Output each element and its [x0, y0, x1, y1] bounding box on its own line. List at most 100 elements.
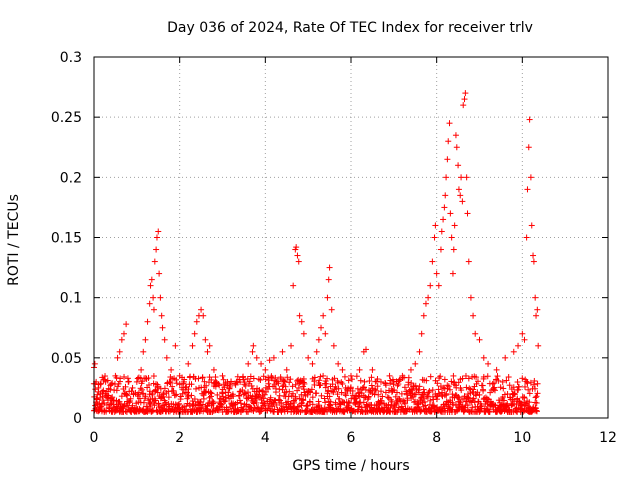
baseline-point	[200, 395, 207, 402]
data-point	[140, 348, 147, 355]
baseline-point	[241, 379, 248, 386]
baseline-point	[323, 380, 330, 387]
baseline-point	[463, 384, 470, 391]
baseline-point	[332, 399, 339, 406]
baseline-point	[236, 393, 243, 400]
grid-layer	[94, 57, 608, 418]
y-tick-label: 0.3	[60, 50, 82, 66]
data-point	[493, 366, 500, 373]
baseline-point	[516, 383, 523, 390]
baseline-point	[356, 400, 363, 407]
data-point	[99, 393, 106, 400]
baseline-point	[285, 393, 292, 400]
axis-ticks: 0 2 4 6 8 10 12 0 0.05 0.1 0.15 0.2 0.25 0.3	[51, 50, 617, 446]
baseline-point	[247, 373, 254, 380]
data-point	[157, 294, 164, 301]
baseline-point	[209, 408, 216, 415]
baseline-point	[324, 408, 331, 415]
baseline-point	[465, 395, 472, 402]
baseline-point	[331, 375, 338, 382]
data-point	[464, 210, 471, 217]
baseline-point	[227, 383, 234, 390]
baseline-point	[479, 382, 486, 389]
data-point	[515, 342, 522, 349]
baseline-point	[379, 393, 386, 400]
baseline-point	[326, 393, 333, 400]
data-point	[290, 282, 297, 289]
baseline-point	[393, 399, 400, 406]
baseline-point	[532, 385, 539, 392]
baseline-point	[147, 400, 154, 407]
baseline-point	[495, 377, 502, 384]
baseline-point	[356, 393, 363, 400]
baseline-point	[464, 402, 471, 409]
x-tick-label: 6	[347, 430, 356, 446]
baseline-point	[334, 391, 341, 398]
baseline-point	[434, 380, 441, 387]
baseline-point	[240, 406, 247, 413]
baseline-point	[248, 382, 255, 389]
baseline-point	[212, 374, 219, 381]
data-point	[535, 342, 542, 349]
data-point	[153, 246, 160, 253]
baseline-point	[140, 399, 147, 406]
baseline-point	[122, 383, 129, 390]
baseline-point	[160, 402, 167, 409]
data-point	[204, 348, 211, 355]
baseline-point	[245, 389, 252, 396]
baseline-point	[409, 387, 416, 394]
baseline-point	[121, 373, 128, 380]
baseline-point	[280, 403, 287, 410]
baseline-point	[408, 380, 415, 387]
baseline-point	[514, 379, 521, 386]
baseline-point	[122, 408, 129, 415]
data-point	[163, 354, 170, 361]
data-point	[445, 138, 452, 145]
data-point	[362, 346, 369, 353]
data-point	[315, 336, 322, 343]
baseline-point	[420, 391, 427, 398]
baseline-point	[440, 384, 447, 391]
data-point	[339, 366, 346, 373]
baseline-point	[203, 405, 210, 412]
baseline-point	[455, 379, 462, 386]
baseline-point	[443, 390, 450, 397]
baseline-point	[396, 377, 403, 384]
baseline-point	[220, 376, 227, 383]
data-point	[416, 348, 423, 355]
data-point	[206, 342, 213, 349]
data-point	[147, 282, 154, 289]
baseline-point	[502, 404, 509, 411]
data-point	[467, 294, 474, 301]
baseline-point	[265, 402, 272, 409]
data-point	[125, 378, 132, 385]
baseline-point	[221, 398, 228, 405]
baseline-point	[281, 378, 288, 385]
baseline-point	[372, 387, 379, 394]
baseline-point	[511, 390, 518, 397]
data-point	[437, 246, 444, 253]
baseline-point	[470, 386, 477, 393]
data-point	[293, 244, 300, 251]
baseline-point	[147, 403, 154, 410]
data-point	[266, 357, 273, 364]
baseline-point	[329, 381, 336, 388]
baseline-point	[349, 376, 356, 383]
baseline-point	[465, 375, 472, 382]
baseline-point	[315, 398, 322, 405]
data-point	[472, 330, 479, 337]
baseline-point	[215, 407, 222, 414]
baseline-point	[436, 390, 443, 397]
data-point	[485, 360, 492, 367]
baseline-point	[526, 390, 533, 397]
baseline-point	[497, 384, 504, 391]
baseline-point	[284, 374, 291, 381]
baseline-point	[500, 385, 507, 392]
data-point	[399, 372, 406, 379]
data-point	[172, 342, 179, 349]
baseline-point	[316, 377, 323, 384]
data-point	[432, 222, 439, 229]
baseline-point	[165, 394, 172, 401]
baseline-point	[117, 375, 124, 382]
baseline-point	[193, 407, 200, 414]
